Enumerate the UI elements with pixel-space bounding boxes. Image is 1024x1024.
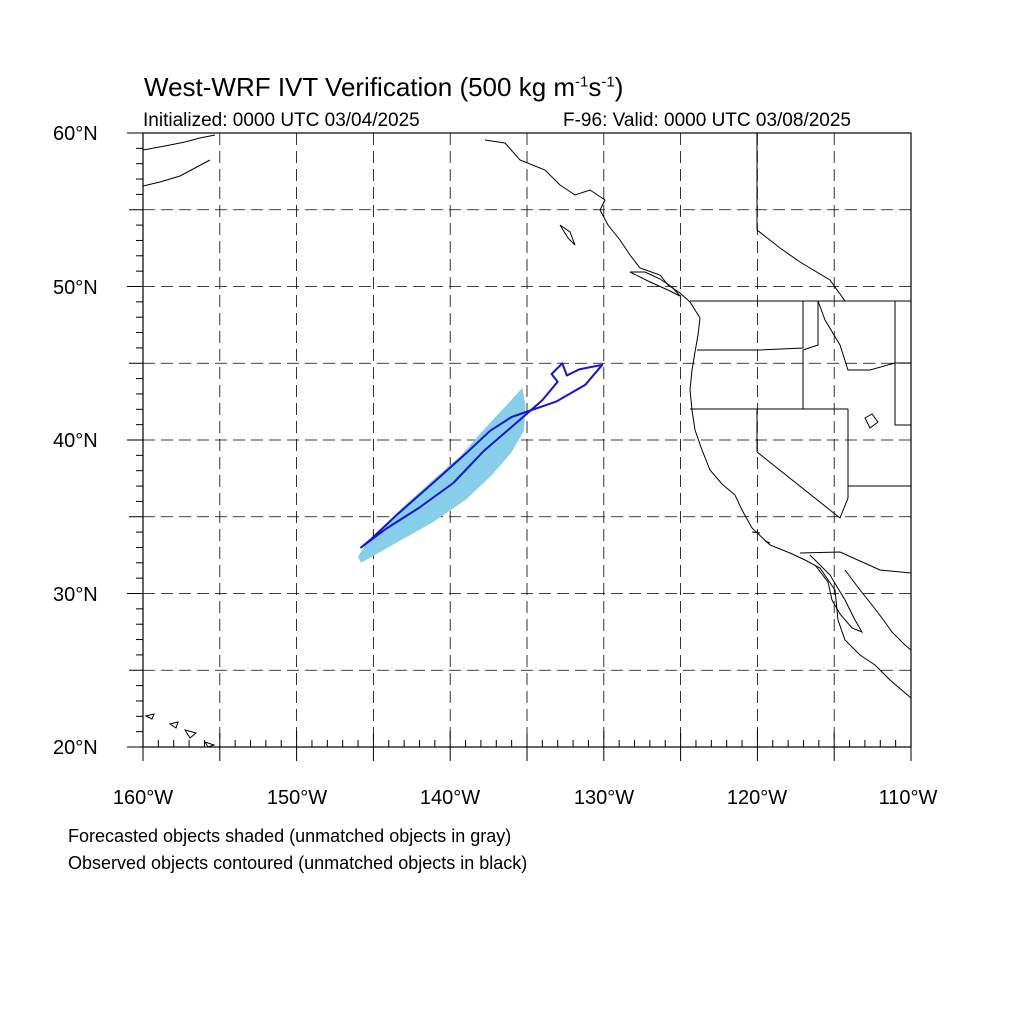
axis-ticks	[127, 132, 912, 761]
nevada-border	[756, 409, 849, 519]
great-salt-lake	[864, 413, 879, 429]
title-text-mid: s	[588, 72, 602, 102]
lon-label-150w: 150°W	[266, 787, 328, 809]
vancouver-island	[629, 271, 681, 297]
title-text: West-WRF IVT Verification (500 kg m	[144, 72, 576, 102]
alaska-coastline	[143, 134, 216, 187]
lat-label-50n: 50°N	[53, 277, 98, 299]
title-text-close: )	[614, 72, 624, 102]
north-america-coastline	[484, 139, 911, 699]
observed-ivt-object-contour	[360, 362, 604, 549]
lat-label-20n: 20°N	[53, 737, 98, 759]
lon-label-140w: 140°W	[419, 787, 481, 809]
title-exponent-1: -1	[575, 73, 589, 91]
lat-label-40n: 40°N	[53, 430, 98, 452]
figure-title: West-WRF IVT Verification (500 kg m-1s-1…	[144, 72, 623, 103]
us-mexico-border	[799, 551, 911, 574]
washington-oregon-border	[697, 301, 804, 351]
lat-label-60n: 60°N	[53, 123, 98, 145]
channel-islands	[751, 531, 771, 544]
haida-gwaii	[559, 224, 576, 246]
coastlines-and-borders	[143, 133, 911, 747]
graticule-grid	[143, 133, 911, 747]
utah-arizona-border	[848, 362, 911, 487]
valid-time-label: F-96: Valid: 0000 UTC 03/08/2025	[563, 110, 851, 131]
idaho-border	[802, 300, 896, 409]
lon-label-160w: 160°W	[112, 787, 174, 809]
legend-note-observed: Observed objects contoured (unmatched ob…	[68, 853, 528, 873]
hawaii-islands	[144, 713, 216, 747]
legend-note-forecast: Forecasted objects shaded (unmatched obj…	[68, 826, 512, 846]
lon-label-110w: 110°W	[878, 787, 938, 809]
initialized-label: Initialized: 0000 UTC 03/04/2025	[143, 110, 420, 131]
lon-label-120w: 120°W	[726, 787, 788, 809]
mainland-mexico-coastline	[844, 569, 911, 651]
baja-california-coastline	[809, 554, 864, 634]
title-exponent-2: -1	[601, 73, 615, 91]
lon-label-130w: 130°W	[573, 787, 635, 809]
bc-interior-border	[756, 133, 846, 302]
lat-label-30n: 30°N	[53, 584, 98, 606]
